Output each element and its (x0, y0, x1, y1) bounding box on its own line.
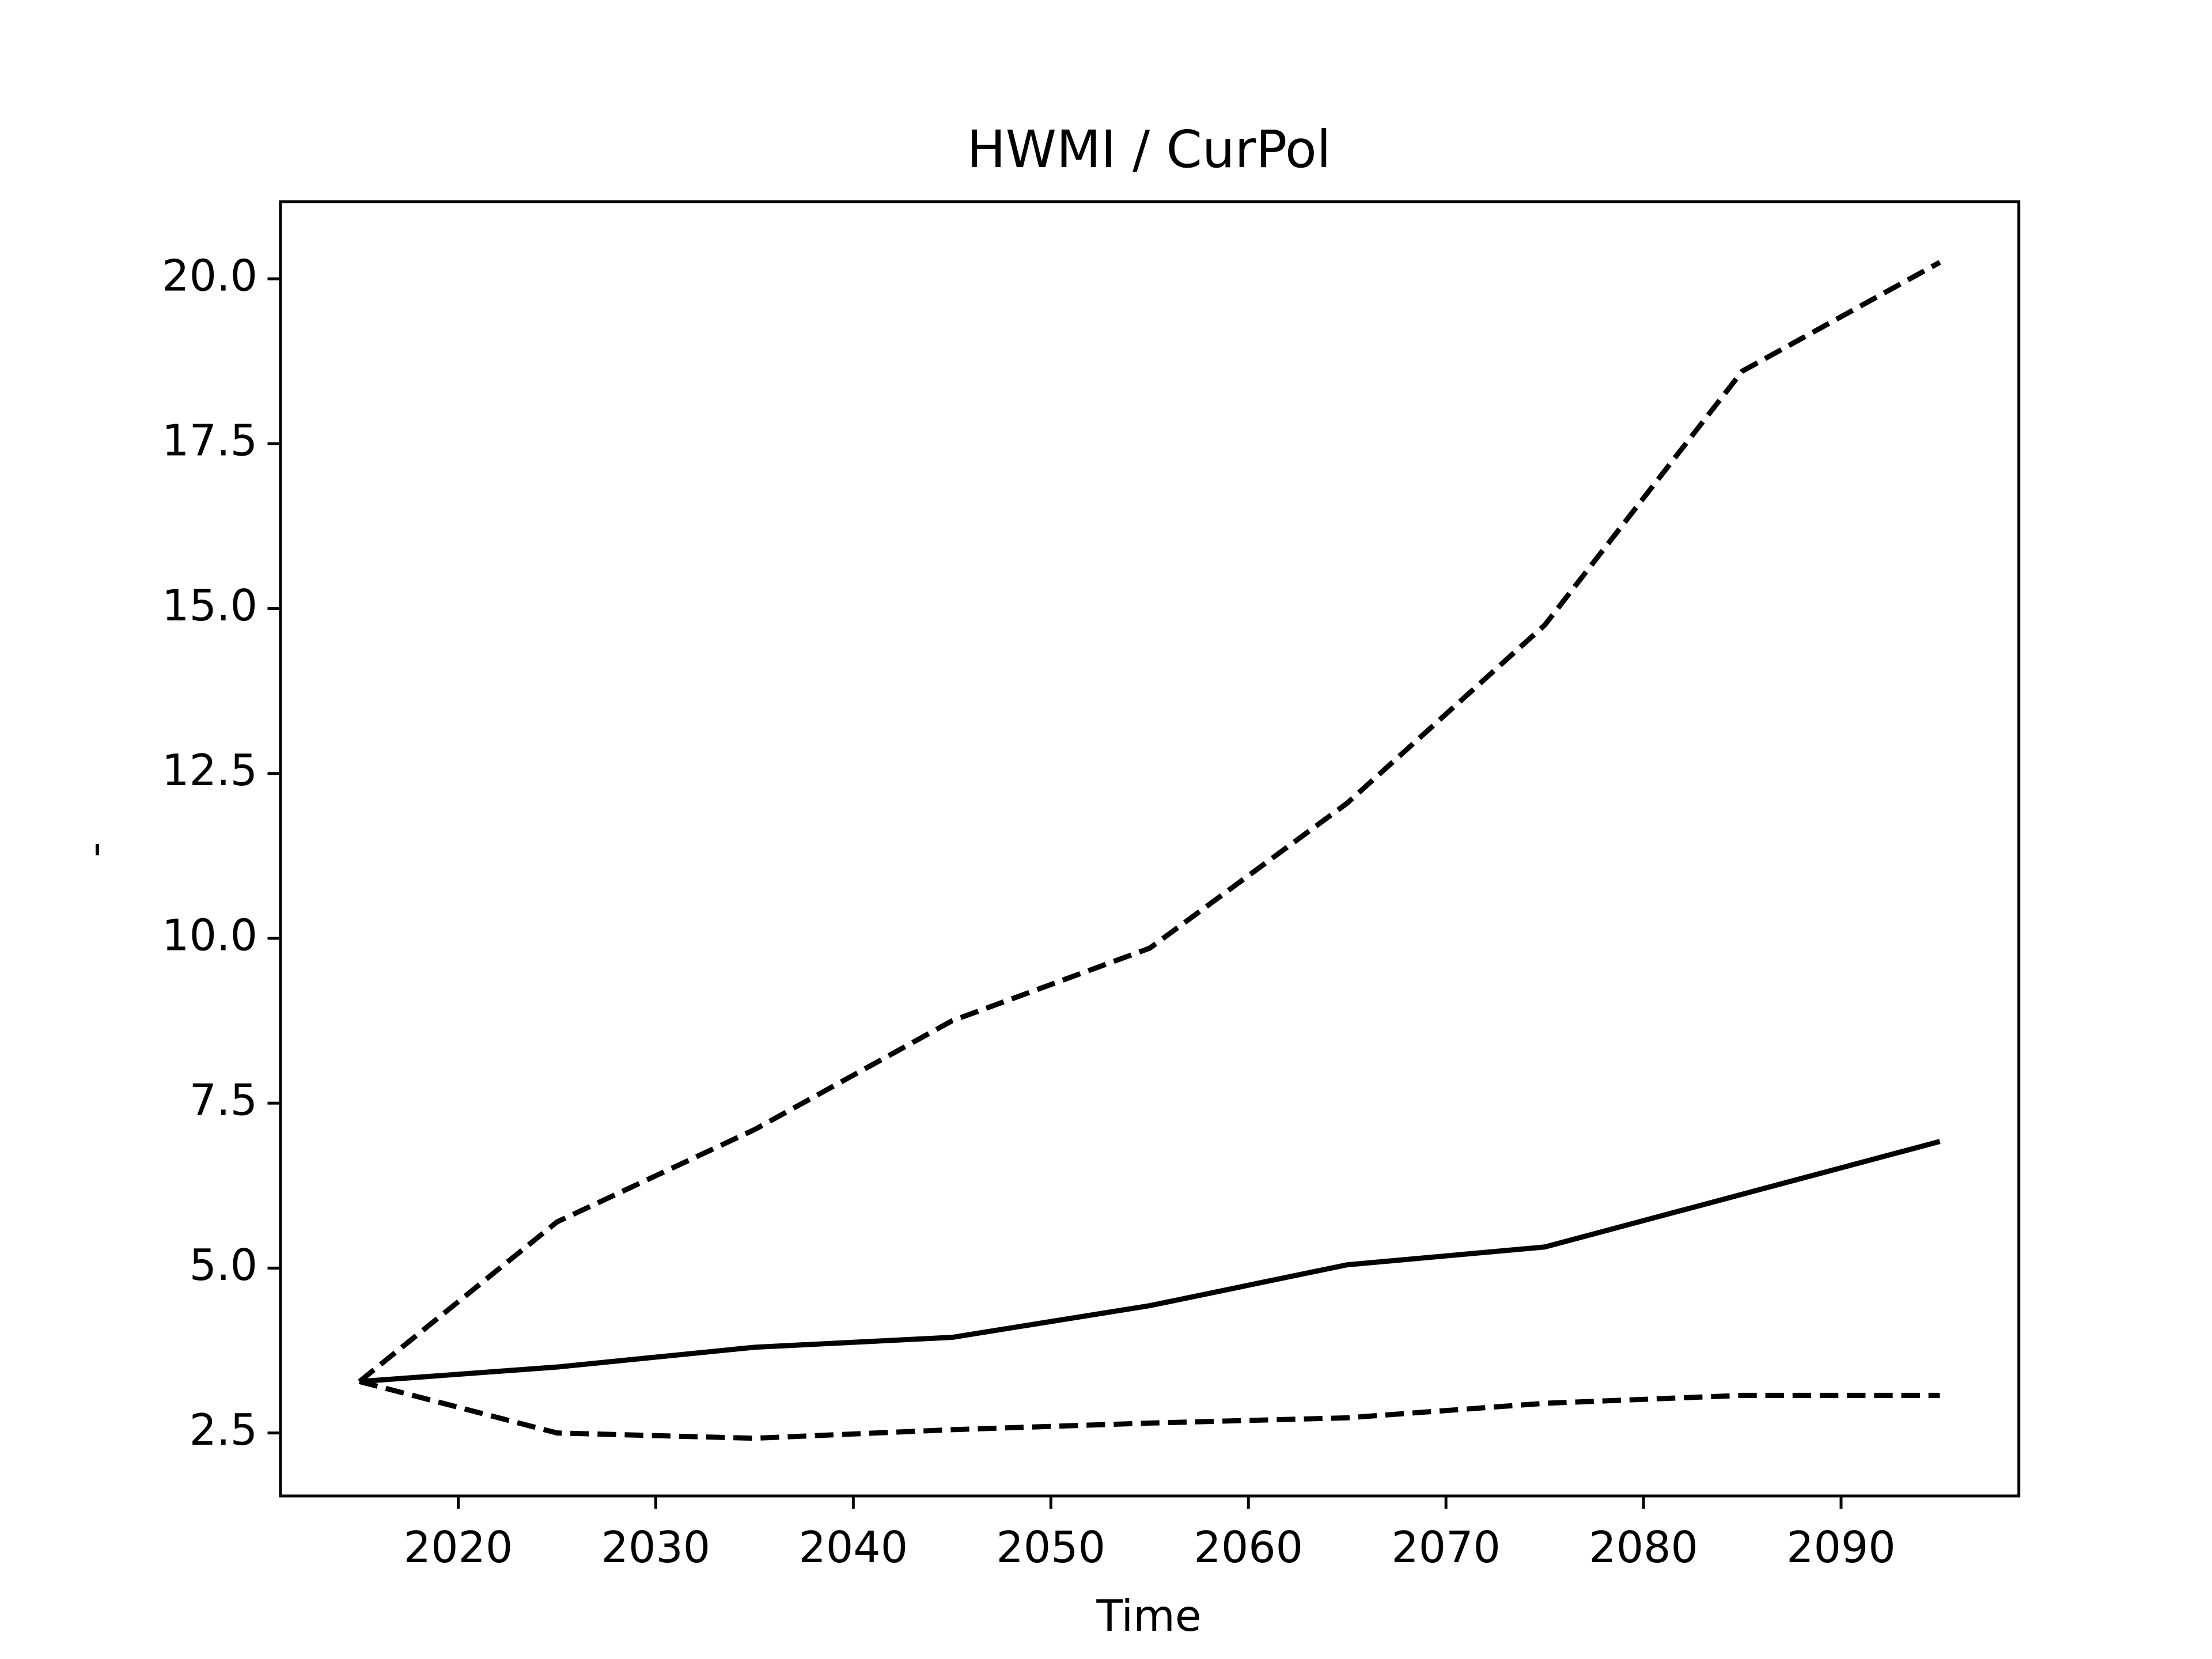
y-tick-label: 5.0 (190, 1240, 257, 1290)
y-tick-label: 2.5 (190, 1405, 257, 1455)
y-tick-label: 20.0 (162, 251, 257, 301)
x-axis-label: Time (1096, 1591, 1201, 1641)
x-tick-label: 2090 (1786, 1522, 1896, 1573)
y-tick-label: 10.0 (162, 910, 257, 960)
x-tick-label: 2070 (1391, 1522, 1501, 1573)
y-tick-label: 17.5 (162, 416, 257, 466)
plot-frame (279, 200, 2021, 1498)
series-line (358, 260, 1941, 1384)
y-tick-label: 12.5 (162, 745, 257, 796)
series-line (358, 1378, 1940, 1441)
x-tick-label: 2040 (799, 1522, 908, 1573)
x-tick-label: 2030 (601, 1522, 711, 1573)
y-axis-label: - (69, 842, 119, 857)
x-tick-label: 2020 (404, 1522, 513, 1573)
y-tick-label: 7.5 (190, 1075, 257, 1126)
y-tick-label: 15.0 (162, 581, 257, 631)
chart-title: HWMI / CurPol (967, 120, 1331, 180)
x-tick-label: 2050 (996, 1522, 1105, 1573)
series-line (359, 1139, 1941, 1384)
x-tick-label: 2080 (1589, 1522, 1698, 1573)
x-tick-label: 2060 (1194, 1522, 1303, 1573)
